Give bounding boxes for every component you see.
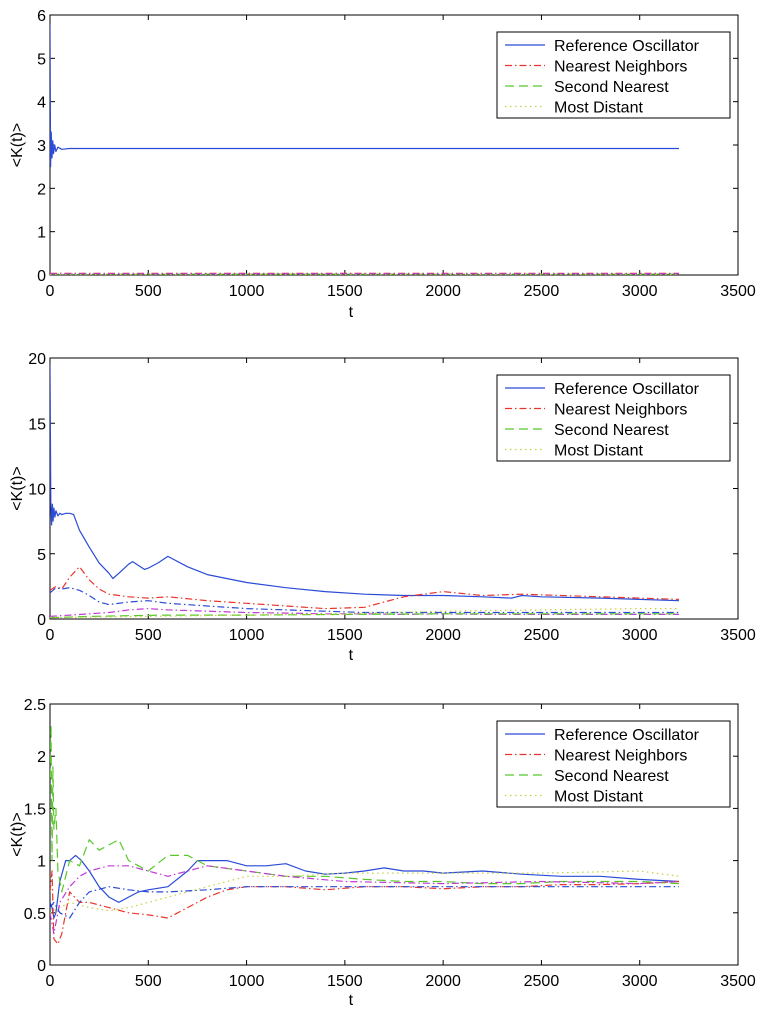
- chart-panel-1: 0 500 1000 1500 2000 2500 3000 3500 0 1 2 3 4 5 6 t <K(t…: [9, 8, 756, 321]
- series-line-second-nearest: [50, 724, 680, 893]
- y-tick-label: 2.5: [24, 697, 46, 714]
- x-tick-label: 1500: [327, 283, 363, 300]
- legend: Reference Oscillator Nearest Neighbors Sec…: [496, 374, 731, 462]
- legend: Reference Oscillator Nearest Neighbors Sec…: [496, 720, 731, 808]
- legend-box: [496, 374, 731, 462]
- series-line-extra-5: [50, 886, 679, 919]
- y-tick-label: 2: [37, 749, 46, 766]
- legend-entry: Nearest Neighbors: [554, 402, 687, 419]
- x-tick-label: 500: [135, 627, 162, 644]
- x-axis-label: t: [349, 992, 354, 1009]
- series-line-second-nearest: [50, 613, 679, 619]
- series-line-extra-3: [50, 607, 679, 617]
- x-tick-label: 1000: [229, 283, 265, 300]
- x-tick-label: 3500: [720, 627, 756, 644]
- x-tick-label: 3000: [622, 627, 658, 644]
- y-tick-label: 0: [37, 268, 46, 285]
- chart-panel-3: 0 500 1000 1500 2000 2500 3000 3500 0 0.5 1 1.5 2 2.5…: [9, 697, 756, 1009]
- y-tick-label: 2: [37, 181, 46, 198]
- x-tick-label: 2500: [524, 283, 560, 300]
- legend-box: [496, 720, 731, 808]
- legend-entry: Reference Oscillator: [554, 381, 700, 398]
- x-tick-label: 3000: [622, 973, 658, 990]
- x-tick-label: 3000: [622, 283, 658, 300]
- series-group: [50, 364, 680, 619]
- series-line-extra-2: [50, 587, 679, 614]
- legend-entry: Most Distant: [554, 443, 643, 460]
- legend-entry: Second Nearest: [554, 768, 669, 785]
- x-tick-label: 2500: [524, 627, 560, 644]
- chart-panel-2: 0 500 1000 1500 2000 2500 3000 3500 0 5 10 15 20 t <K(…: [9, 351, 756, 664]
- x-tick-label: 1000: [229, 973, 265, 990]
- series-line-nearest-neighbors: [50, 566, 680, 610]
- x-tick-label: 500: [135, 973, 162, 990]
- series-group: [50, 724, 680, 945]
- x-tick-label: 1000: [229, 627, 265, 644]
- x-tick-label: 0: [46, 627, 55, 644]
- x-tick-label: 0: [46, 283, 55, 300]
- x-axis-label: t: [349, 647, 354, 664]
- x-tick-label: 3500: [720, 973, 756, 990]
- series-line-reference-oscillator: [50, 854, 680, 919]
- y-tick-label: 15: [28, 416, 46, 433]
- y-tick-label: 0: [37, 958, 46, 975]
- legend-entry: Most Distant: [554, 100, 643, 117]
- x-tick-label: 3500: [720, 283, 756, 300]
- series-line-extra-4: [50, 865, 680, 935]
- series-line-most-distant: [50, 870, 680, 914]
- x-tick-label: 2000: [425, 973, 461, 990]
- y-tick-label: 3: [37, 138, 46, 155]
- x-tick-label: 1500: [327, 627, 363, 644]
- x-tick-label: 1500: [327, 973, 363, 990]
- legend-box: [496, 31, 731, 119]
- y-tick-label: 4: [37, 95, 46, 112]
- x-tick-label: 0: [46, 973, 55, 990]
- series-line-reference-oscillator: [50, 23, 679, 168]
- series-line-nearest-neighbors: [50, 870, 680, 945]
- y-axis-label: <K(t)>: [9, 812, 26, 856]
- y-tick-label: 6: [37, 8, 46, 25]
- y-tick-label: 0.5: [24, 906, 46, 923]
- y-tick-label: 1: [37, 854, 46, 871]
- y-tick-label: 1.5: [24, 801, 46, 818]
- legend-entry: Nearest Neighbors: [554, 59, 687, 76]
- x-tick-label: 2000: [425, 283, 461, 300]
- y-tick-label: 20: [28, 351, 46, 368]
- y-tick-label: 5: [37, 547, 46, 564]
- x-tick-label: 2000: [425, 627, 461, 644]
- legend-entry: Nearest Neighbors: [554, 748, 687, 765]
- legend-entry: Second Nearest: [554, 79, 669, 96]
- legend-entry: Reference Oscillator: [554, 727, 700, 744]
- legend: Reference Oscillator Nearest Neighbors Sec…: [496, 31, 731, 119]
- x-tick-label: 500: [135, 283, 162, 300]
- x-axis-label: t: [349, 304, 354, 321]
- y-tick-label: 5: [37, 51, 46, 68]
- series-group: [50, 23, 679, 275]
- legend-entry: Most Distant: [554, 789, 643, 806]
- y-axis-label: <K(t)>: [9, 123, 26, 167]
- legend-entry: Second Nearest: [554, 422, 669, 439]
- x-tick-label: 2500: [524, 973, 560, 990]
- series-line-reference-oscillator: [50, 364, 680, 602]
- y-axis-label: <K(t)>: [9, 466, 26, 510]
- y-tick-label: 1: [37, 225, 46, 242]
- legend-entry: Reference Oscillator: [554, 38, 700, 55]
- y-tick-label: 0: [37, 612, 46, 629]
- y-tick-label: 10: [28, 482, 46, 499]
